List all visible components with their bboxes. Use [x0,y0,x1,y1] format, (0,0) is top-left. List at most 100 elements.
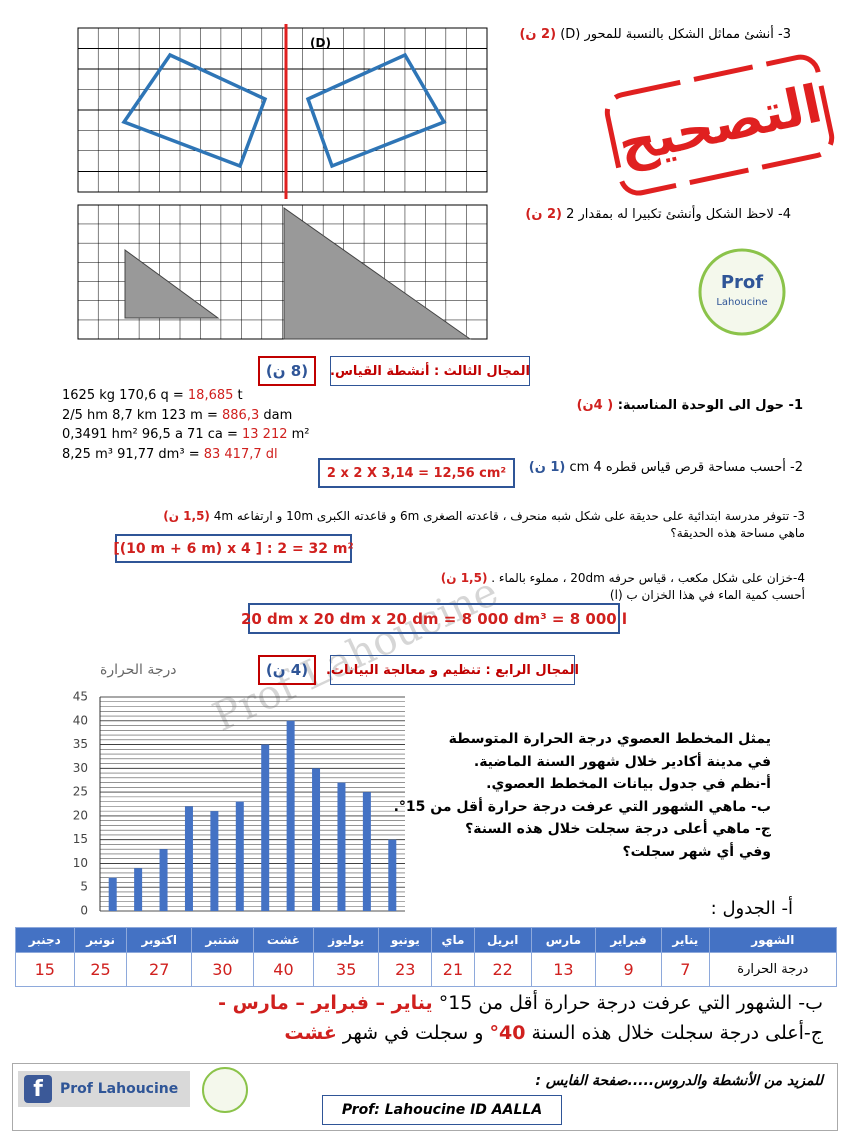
y-tick-label: 25 [73,785,88,799]
question: 8,25 m³ 91,77 dm³ = [62,446,200,462]
axis-label: (D) [310,36,331,50]
header-cell: الشهور [708,927,838,953]
text: 3- تتوفر مدرسة ابتدائية على حديقة على شك… [213,509,805,523]
header-cell: يونيو [378,927,433,953]
description-line: وفي أي شهر سجلت؟ [622,843,771,860]
header-cell: غشت [252,927,315,953]
header-cell: شتنبر [190,927,254,953]
conversion-line: 1625 kg 170,6 q = 18,685 t [62,388,243,403]
conversion-line: 8,25 m³ 91,77 dm³ = 83 417,7 dl [62,447,278,462]
bar [312,768,321,911]
logo [698,248,786,336]
section-points: (8 ن) [258,356,316,386]
bar [261,744,270,911]
header-cell: مارس [530,927,597,953]
footer-text: للمزيد من الأنشطة والدروس.....صفحة الفاي… [535,1073,823,1089]
footer-logo [202,1067,248,1113]
month: غشت [284,1022,337,1044]
points: ( 4ن) [576,398,614,413]
y-tick-label: 20 [73,808,88,822]
bar [286,720,295,911]
bar [184,806,193,911]
exercise-3: 3- أنشئ مماثل الشكل بالنسبة للمحور (D) (… [519,27,791,42]
description-line: ب- ماهي الشهور التي عرفت درجة حرارة أقل … [393,798,771,815]
points: (1 ن) [528,460,566,475]
y-tick-label: 45 [73,690,88,704]
header-row: الشهور يناير فبراير مارس ابريل ماي يونيو يوليوز… [15,927,838,953]
y-axis-title: درجة الحرارة [100,662,177,678]
bar [159,849,168,911]
answer: 83 417,7 dl [203,446,278,462]
header-cell: دجنبر [15,927,75,953]
q2: 2- أحسب مساحة قرص قياس قطره 4 cm (1 ن) [529,460,803,475]
logo-text: Lahoucine [716,297,767,308]
facebook-name: Prof Lahoucine [60,1081,179,1097]
cell: 35 [313,952,380,987]
answer: يناير – فبراير – مارس - [218,992,433,1014]
points: (2 ن) [525,207,562,222]
points: (1,5 ن) [440,571,488,585]
grid-1 [77,27,488,193]
question: 2/5 hm 8,7 km 123 m = [62,407,218,423]
facebook-icon: f [24,1075,52,1103]
conversion-line: 0,3491 hm² 96,5 a 71 ca = 13 212 m² [62,427,310,442]
bar [337,782,346,911]
question: 0,3491 hm² 96,5 a 71 ca = [62,427,238,442]
q3-line: ماهي مساحة هذه الحديقة؟ [670,526,805,540]
y-tick-label: 10 [73,856,88,870]
description-line: في مدينة أكادير خلال شهور السنة الماضية. [473,753,771,770]
bar [108,877,117,911]
section-title: المجال الثالث : أنشطة القياس. [330,356,530,386]
text: و سجلت في شهر [342,1022,484,1044]
bar [134,868,143,911]
logo-text: Prof [721,272,763,293]
cell: 23 [378,952,433,987]
answer: 18,685 [187,388,234,403]
cell: 15 [15,952,75,987]
cell: 25 [73,952,128,987]
cell: 22 [473,952,532,987]
answer: 13 212 [242,427,288,442]
description-line: أ-نظم في جدول بيانات المخطط العصوي. [486,776,771,792]
cell: 30 [190,952,254,987]
text: 4-خزان على شكل مكعب ، قياس حرفه 20dm ، م… [491,571,805,585]
section-title: المجال الرابع : تنظيم و معالجة البيانات. [326,655,579,685]
value: 40° [489,1022,526,1044]
text: 2- أحسب مساحة قرص قياس قطره 4 cm [569,460,803,475]
answer-b: ب- الشهور التي عرفت درجة حرارة أقل من 15… [218,992,823,1014]
footer [12,1063,838,1131]
conversion-line: 2/5 hm 8,7 km 123 m = 886,3 dam [62,408,292,423]
footer-author: Prof: Lahoucine ID AALLA [322,1095,562,1125]
description-line: يمثل المخطط العصوي درجة الحرارة المتوسطة [448,731,771,747]
stamp: التصحيح [604,54,835,196]
triangle-large [283,207,472,340]
q3-line: 3- تتوفر مدرسة ابتدائية على حديقة على شك… [163,509,805,523]
answer-box: [(10 m + 6 m) x 4 ] : 2 = 32 m² [113,534,354,563]
cell: 21 [431,952,475,987]
q4-line: 4-خزان على شكل مكعب ، قياس حرفه 20dm ، م… [441,571,805,585]
triangle-small [124,249,220,319]
y-tick-label: 30 [73,761,88,775]
cell: 40 [252,952,315,987]
facebook-box: f Prof Lahoucine [18,1071,190,1107]
cell: درجة الحرارة [708,952,838,987]
answer-c: ج-أعلى درجة سجلت خلال هذه السنة 40° و سج… [284,1022,823,1044]
text: 1- حول الى الوحدة المناسبة: [617,398,803,413]
header-cell: ماي [431,927,475,953]
cell: 9 [595,952,663,987]
q4-line: أحسب كمية الماء في هذا الخزان ب (l) [609,588,805,602]
points: (2 ن) [519,27,557,42]
bar [362,792,371,911]
y-tick-label: 40 [73,713,88,727]
stamp-frame [604,54,835,196]
text: ج-أعلى درجة سجلت خلال هذه السنة [531,1022,823,1044]
shape-symmetric [305,52,447,169]
bar [210,811,219,911]
exercise-4: 4- لاحظ الشكل وأنشئ تكبيرا له بمقدار 2 (… [525,207,791,222]
table: الشهور يناير فبراير مارس ابريل ماي يونيو يوليوز… [15,927,838,987]
header-cell: نونبر [73,927,128,953]
answer-box: 20 dm x 20 dm x 20 dm = 8 000 dm³ = 8 00… [241,603,627,634]
answer: 886,3 [222,407,260,423]
